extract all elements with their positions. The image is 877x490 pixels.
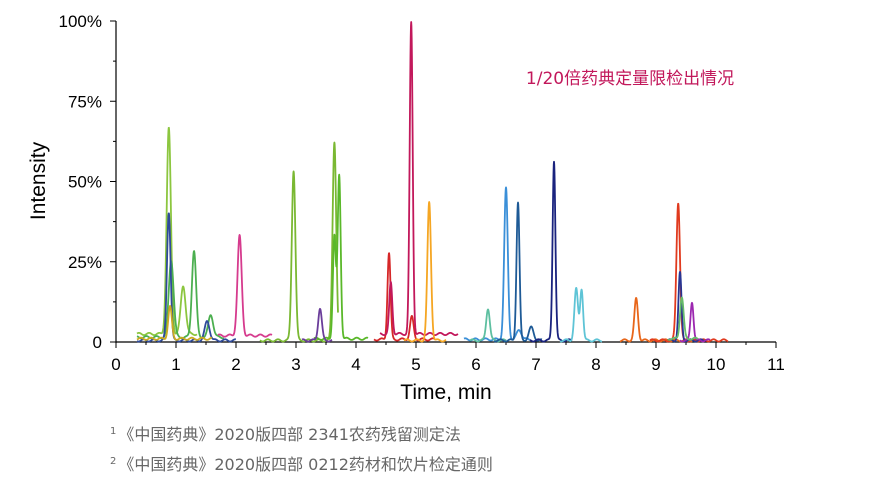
series-line xyxy=(217,234,273,338)
y-tick-label: 25% xyxy=(68,253,102,272)
x-tick-label: 4 xyxy=(351,355,360,374)
series-line xyxy=(649,202,729,343)
x-tick-label: 5 xyxy=(411,355,420,374)
series-line xyxy=(529,160,573,343)
x-tick-label: 6 xyxy=(471,355,480,374)
series-line xyxy=(403,201,447,343)
y-tick-label: 0 xyxy=(93,333,102,352)
x-tick-label: 3 xyxy=(291,355,300,374)
series-line xyxy=(259,141,339,343)
chart-annotation: 1/20倍药典定量限检出情况 xyxy=(526,69,734,89)
footnote-2-text: 《中国药典》2020版四部 0212药材和饮片检定通则 xyxy=(118,455,493,474)
footnote-1-mark: 1 xyxy=(110,426,117,437)
x-tick-label: 1 xyxy=(171,355,180,374)
x-tick-label: 0 xyxy=(111,355,120,374)
series-line xyxy=(679,301,711,343)
series-line xyxy=(136,250,225,340)
x-tick-label: 10 xyxy=(707,355,726,374)
series-line xyxy=(136,305,213,341)
chart-axes: 0 1 2 3 4 5 6 7 8 9 10 11 0 25% 50% 75% 100% xyxy=(59,12,785,374)
series-line xyxy=(301,307,333,343)
chromatogram-chart: 0 1 2 3 4 5 6 7 8 9 10 11 0 25% 50% 75% 100% 1/20倍药典定量限检… xyxy=(27,12,785,404)
series-line xyxy=(493,201,543,343)
y-tick-label: 100% xyxy=(59,12,102,31)
x-tick-label: 2 xyxy=(231,355,240,374)
x-tick-label: 9 xyxy=(651,355,660,374)
chart-traces xyxy=(136,21,729,343)
series-line xyxy=(379,21,459,337)
y-tick-label: 75% xyxy=(68,92,102,111)
footnote-2: 2 《中国药典》2020版四部 0212药材和饮片检定通则 xyxy=(110,451,493,475)
series-line xyxy=(463,186,531,342)
footnote-2-mark: 2 xyxy=(110,456,117,467)
x-tick-label: 7 xyxy=(531,355,540,374)
y-tick-label: 50% xyxy=(68,173,102,192)
series-line xyxy=(136,126,198,337)
x-axis-label: Time, min xyxy=(400,381,491,404)
series-line xyxy=(469,308,507,343)
x-tick-label: 11 xyxy=(767,355,785,374)
series-line xyxy=(667,296,699,341)
series-line xyxy=(559,287,603,343)
x-tick-label: 8 xyxy=(591,355,600,374)
series-line xyxy=(667,270,705,343)
footnote-1-text: 《中国药典》2020版四部 2341农药残留测定法 xyxy=(118,425,461,444)
series-line xyxy=(313,173,369,341)
footnote-1: 1 《中国药典》2020版四部 2341农药残留测定法 xyxy=(110,421,461,445)
y-axis-label: Intensity xyxy=(27,141,50,220)
